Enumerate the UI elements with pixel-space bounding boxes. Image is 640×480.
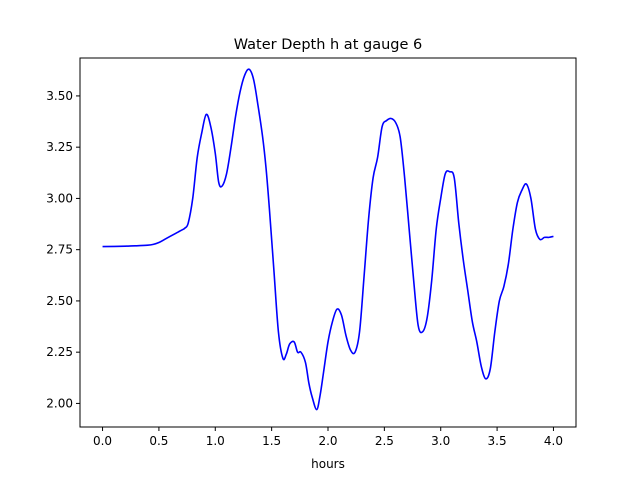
x-tick-label: 3.5 [488, 434, 507, 448]
y-tick-label: 2.00 [46, 396, 73, 410]
y-tick-label: 3.25 [46, 140, 73, 154]
plot-frame [79, 57, 577, 428]
y-tick-label: 2.25 [46, 345, 73, 359]
x-axis-label: hours [311, 457, 345, 471]
y-axis: 2.00 2.25 2.50 2.75 3.00 3.25 3.50 [46, 89, 80, 410]
chart-title: Water Depth h at gauge 6 [234, 37, 422, 53]
x-tick-label: 1.5 [262, 434, 281, 448]
x-tick-label: 2.0 [318, 434, 337, 448]
series-line [102, 68, 554, 411]
y-tick-label: 3.00 [46, 191, 73, 205]
x-tick-label: 1.0 [206, 434, 225, 448]
y-tick-label: 3.50 [46, 89, 73, 103]
x-tick-label: 4.0 [544, 434, 563, 448]
x-tick-label: 0.5 [149, 434, 168, 448]
x-tick-label: 3.0 [431, 434, 450, 448]
x-tick-label: 0.0 [93, 434, 112, 448]
x-axis: 0.0 0.5 1.0 1.5 2.0 2.5 3.0 3.5 4.0 [93, 427, 563, 448]
plot-area [102, 68, 554, 411]
y-tick-label: 2.75 [46, 243, 73, 257]
x-tick-label: 2.5 [375, 434, 394, 448]
y-tick-label: 2.50 [46, 294, 73, 308]
